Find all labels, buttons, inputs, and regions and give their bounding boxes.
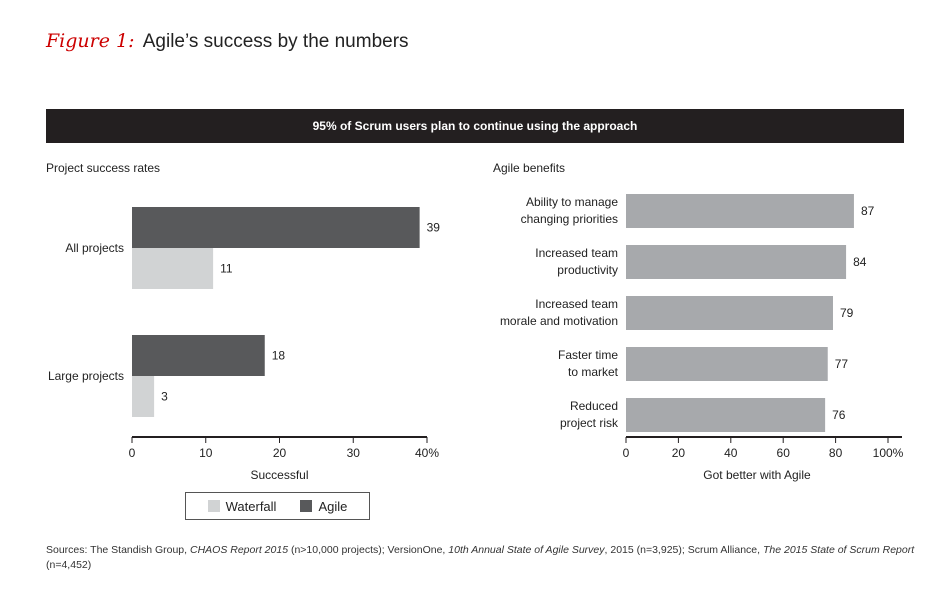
category-label: Ability to manage xyxy=(526,195,618,209)
x-tick-label: 40% xyxy=(415,446,439,460)
category-label: Increased team xyxy=(535,246,618,260)
bar-agile xyxy=(132,207,420,248)
category-label: to market xyxy=(568,365,619,379)
agile-swatch xyxy=(300,500,313,512)
x-tick-label: 80 xyxy=(829,446,843,460)
figure-number: Figure 1: xyxy=(46,30,135,52)
waterfall-swatch xyxy=(207,500,220,512)
category-label: Faster time xyxy=(558,348,618,362)
bar-agile xyxy=(132,335,265,376)
banner: 95% of Scrum users plan to continue usin… xyxy=(46,109,904,143)
category-label: Reduced xyxy=(570,399,618,413)
x-tick-label: 30 xyxy=(347,446,361,460)
data-label: 77 xyxy=(835,357,849,371)
x-axis-title: Successful xyxy=(250,468,308,482)
sources-text-4: (n=4,452) xyxy=(46,559,92,571)
data-label: 18 xyxy=(272,349,286,363)
legend-item-waterfall: Waterfall xyxy=(207,498,277,514)
x-tick-label: 20 xyxy=(273,446,287,460)
x-tick-label: 0 xyxy=(129,446,136,460)
category-label: changing priorities xyxy=(521,212,618,226)
sources-title-3: The 2015 State of Scrum Report xyxy=(762,544,915,556)
data-label: 79 xyxy=(840,306,854,320)
sources-note: Sources: The Standish Group, CHAOS Repor… xyxy=(46,543,916,573)
bar-benefit xyxy=(626,347,828,381)
right-chart-title: Agile benefits xyxy=(493,161,566,175)
x-tick-label: 10 xyxy=(199,446,213,460)
sources-title-1: CHAOS Report 2015 xyxy=(189,544,289,556)
sources-title-2: 10th Annual State of Agile Survey xyxy=(448,544,605,556)
data-label: 39 xyxy=(427,221,441,235)
x-tick-label: 100% xyxy=(873,446,904,460)
x-axis-title: Got better with Agile xyxy=(703,468,811,482)
legend-item-agile: Agile xyxy=(300,499,347,514)
legend-label-agile: Agile xyxy=(318,498,348,514)
bar-benefit xyxy=(626,296,833,330)
data-label: 76 xyxy=(832,408,846,422)
bar-benefit xyxy=(626,398,826,432)
legend-label-waterfall: Waterfall xyxy=(225,498,277,514)
bar-waterfall xyxy=(132,248,214,289)
left-chart-title: Project success rates xyxy=(46,161,161,175)
x-tick-label: 40 xyxy=(724,446,738,460)
x-tick-label: 0 xyxy=(623,446,630,460)
data-label: 87 xyxy=(861,204,875,218)
x-tick-label: 60 xyxy=(777,446,791,460)
legend: Waterfall Agile xyxy=(185,492,370,520)
category-label: Large projects xyxy=(48,369,124,383)
bar-benefit xyxy=(626,194,854,228)
figure-title-text: Agile’s success by the numbers xyxy=(142,31,409,52)
bar-waterfall xyxy=(132,376,155,417)
sources-text-1: Sources: The Standish Group, xyxy=(46,544,190,556)
category-label: morale and motivation xyxy=(500,314,618,328)
sources-text-2: (n>10,000 projects); VersionOne, xyxy=(288,544,449,556)
x-tick-label: 20 xyxy=(672,446,686,460)
sources-text-3: , 2015 (n=3,925); Scrum Alliance, xyxy=(604,544,763,556)
category-label: productivity xyxy=(557,263,618,277)
bar-benefit xyxy=(626,245,847,279)
category-label: Increased team xyxy=(535,297,618,311)
category-label: project risk xyxy=(560,416,619,430)
data-label: 11 xyxy=(220,262,233,276)
figure-title: Figure 1: Agile’s success by the numbers xyxy=(46,30,409,53)
data-label: 3 xyxy=(161,390,168,404)
category-label: All projects xyxy=(65,241,124,255)
data-label: 84 xyxy=(853,255,867,269)
